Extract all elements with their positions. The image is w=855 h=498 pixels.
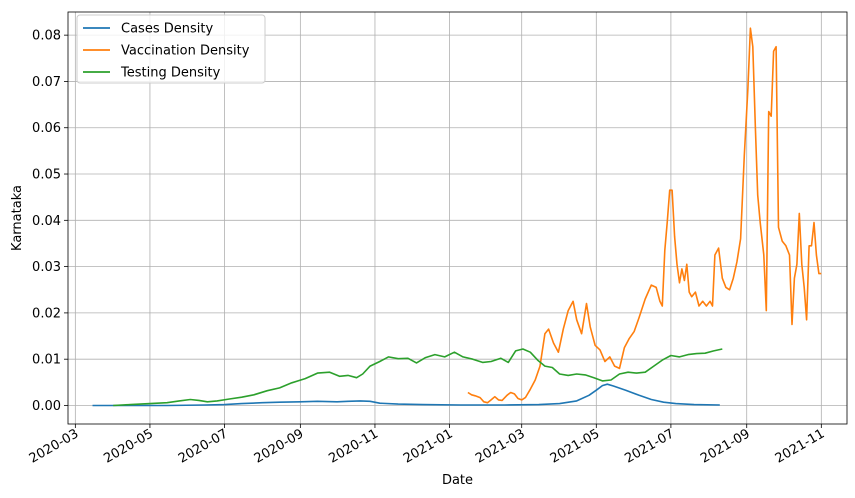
x-tick-label: 2021-11 <box>773 426 828 466</box>
x-tick-label: 2021-03 <box>473 426 528 466</box>
y-tick-label: 0.07 <box>32 75 61 90</box>
vaccination-density-line <box>467 27 822 404</box>
x-tick-label: 2021-05 <box>548 426 603 466</box>
series-lines <box>92 27 822 407</box>
legend-box <box>76 14 266 84</box>
x-tick-label: 2020-07 <box>176 426 231 466</box>
y-tick-label: 0.00 <box>32 399 61 414</box>
cases-density-line <box>92 383 720 407</box>
x-tick-label: 2021-01 <box>401 426 456 466</box>
legend-label: Testing Density <box>120 66 221 81</box>
x-tick-label: 2020-09 <box>252 426 307 466</box>
y-axis-ticks: 0.00 0.01 0.02 0.03 0.04 0.05 0.06 0.07 0.08 <box>32 29 68 414</box>
y-tick-label: 0.06 <box>32 121 61 136</box>
legend-label: Vaccination Density <box>121 44 250 59</box>
x-axis-ticks: 2020-03 2020-05 2020-07 2020-09 2020-11 2021-… <box>27 424 828 467</box>
y-tick-label: 0.04 <box>32 214 61 229</box>
y-axis-label: Karnataka <box>10 185 25 251</box>
y-tick-label: 0.02 <box>32 306 61 321</box>
x-tick-label: 2020-03 <box>27 426 82 466</box>
y-tick-label: 0.01 <box>32 353 61 368</box>
testing-density-line <box>113 348 723 407</box>
y-tick-label: 0.08 <box>32 29 61 44</box>
x-tick-label: 2020-11 <box>326 426 381 466</box>
legend-label: Cases Density <box>121 22 213 37</box>
y-tick-label: 0.03 <box>32 260 61 275</box>
x-tick-label: 2021-09 <box>698 426 753 466</box>
x-tick-label: 2021-07 <box>622 426 677 466</box>
x-axis-label: Date <box>442 473 473 488</box>
plot-frame <box>67 11 848 425</box>
legend: Cases Density Vaccination Density Testing … <box>76 14 266 84</box>
x-tick-label: 2020-05 <box>101 426 156 466</box>
y-tick-label: 0.05 <box>32 168 61 183</box>
